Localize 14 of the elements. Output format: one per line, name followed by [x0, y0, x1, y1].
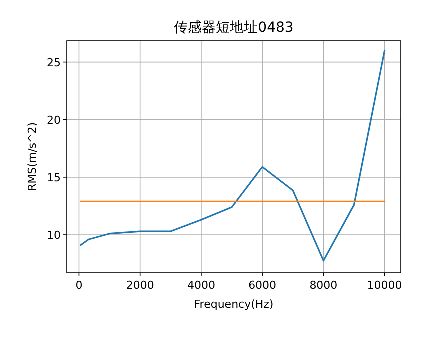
x-tick-label: 2000: [126, 279, 154, 292]
x-tick-label: 4000: [187, 279, 216, 292]
y-axis-title: RMS(m/s^2): [26, 122, 39, 192]
x-tick-label: 6000: [248, 279, 277, 292]
x-axis-title: Frequency(Hz): [194, 298, 274, 311]
x-tick-label: 10000: [367, 279, 402, 292]
x-tick-label: 8000: [310, 279, 338, 292]
y-tick-label: 20: [47, 114, 61, 127]
y-tick-label: 25: [47, 56, 61, 70]
y-tick-label: 15: [47, 171, 61, 184]
chart-title: 传感器短地址0483: [174, 20, 294, 36]
x-tick-label: 0: [76, 279, 83, 292]
line-series: [80, 50, 386, 262]
y-tick-label: 10: [47, 229, 61, 242]
